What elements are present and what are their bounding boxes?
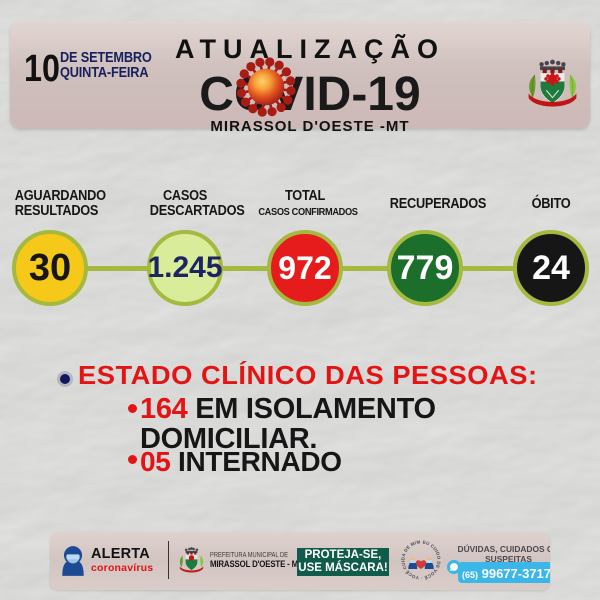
svg-text:EU CUIDO DE VOCÊ · VOCÊ CUIDA: EU CUIDO DE VOCÊ · VOCÊ CUIDA DE MIM · bbox=[400, 539, 442, 581]
